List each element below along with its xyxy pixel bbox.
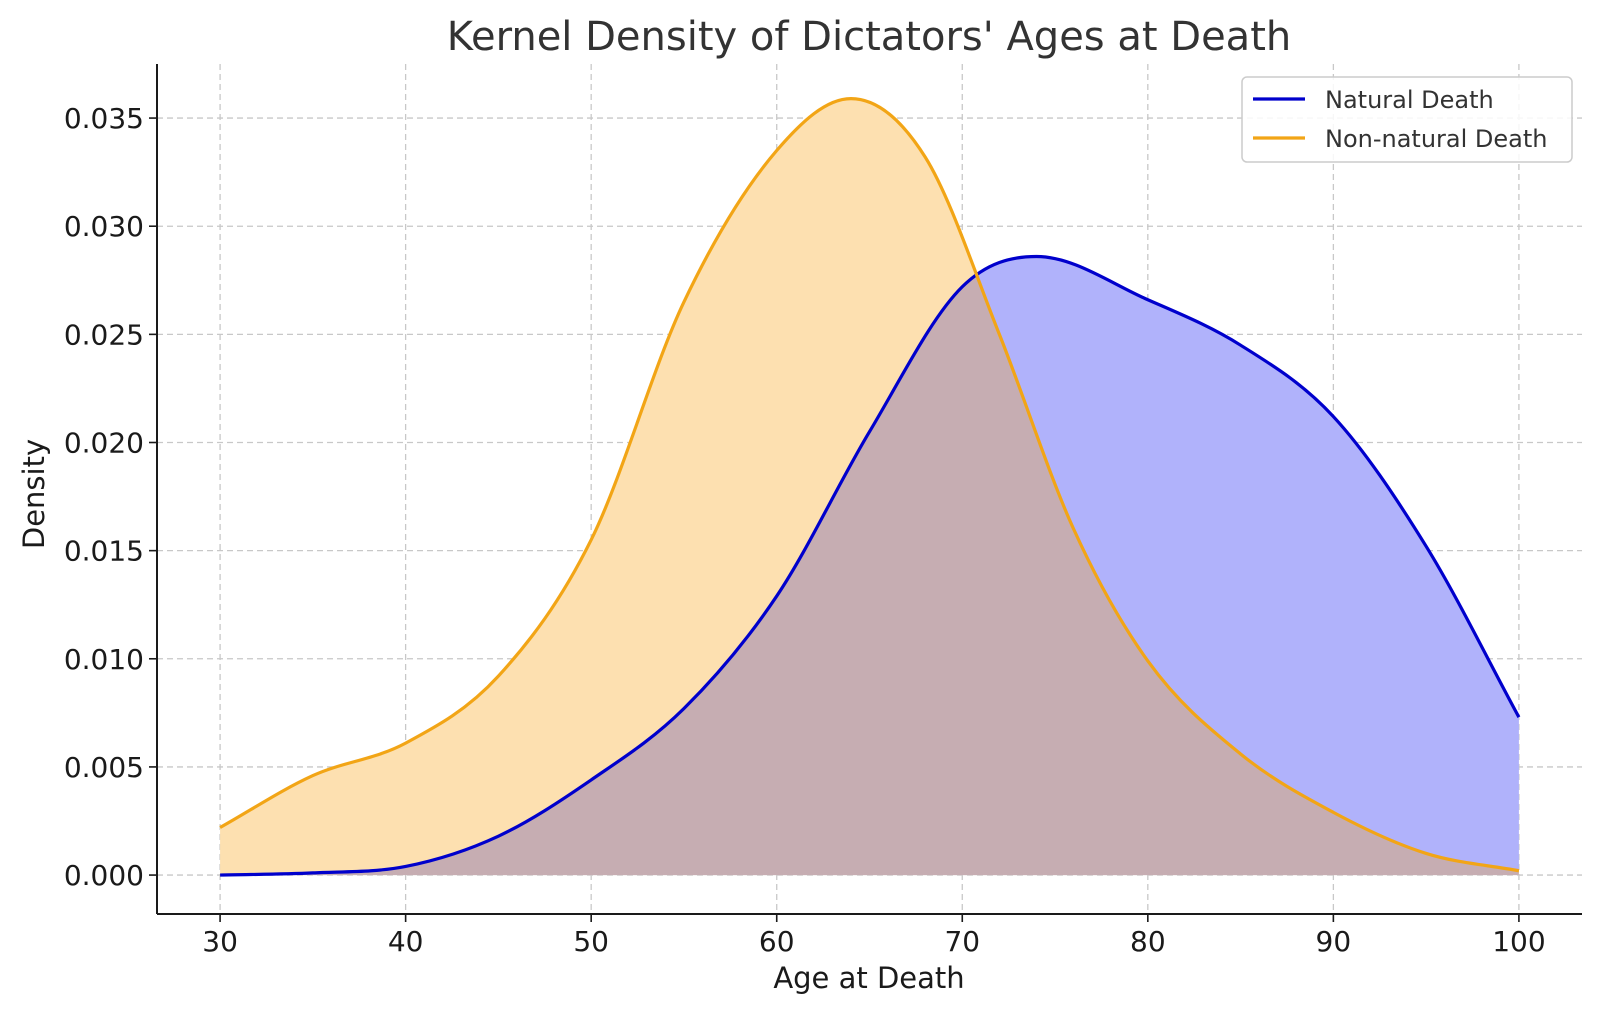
y-tick-label: 0.015 <box>64 535 144 568</box>
y-tick-label: 0.020 <box>64 426 144 459</box>
x-tick-label: 30 <box>202 925 238 958</box>
x-tick-label: 70 <box>944 925 980 958</box>
x-tick-label: 90 <box>1316 925 1352 958</box>
y-tick-label: 0.005 <box>64 751 144 784</box>
y-axis-label: Density <box>17 439 51 549</box>
x-tick-label: 40 <box>388 925 424 958</box>
legend: Natural Death Non-natural Death <box>1241 76 1573 163</box>
legend-entry-label: Non-natural Death <box>1325 125 1548 153</box>
y-tick-label: 0.035 <box>64 102 144 135</box>
x-tick-label: 80 <box>1130 925 1166 958</box>
natural-death-line <box>220 254 1521 877</box>
x-tick-label: 60 <box>759 925 795 958</box>
y-ticks: 0.000 0.005 0.010 0.015 0.020 0.025 0.030 0.035 <box>64 102 157 892</box>
non-natural-death-line <box>219 97 1520 873</box>
x-tick-label: 50 <box>573 925 609 958</box>
y-tick-label: 0.025 <box>64 318 144 351</box>
series-lines <box>219 97 1521 877</box>
area-fills <box>220 98 1519 876</box>
legend-box <box>1241 76 1573 163</box>
y-tick-label: 0.010 <box>64 643 144 676</box>
legend-entry-label: Natural Death <box>1325 86 1494 114</box>
y-tick-label: 0.000 <box>64 859 144 892</box>
axes <box>156 64 1582 915</box>
x-ticks: 30 40 50 60 70 80 90 100 <box>202 914 1546 958</box>
chart-title: Kernel Density of Dictators' Ages at Dea… <box>447 14 1291 60</box>
y-tick-label: 0.030 <box>64 210 144 243</box>
x-axis-label: Age at Death <box>773 961 964 995</box>
x-tick-label: 100 <box>1492 925 1545 958</box>
